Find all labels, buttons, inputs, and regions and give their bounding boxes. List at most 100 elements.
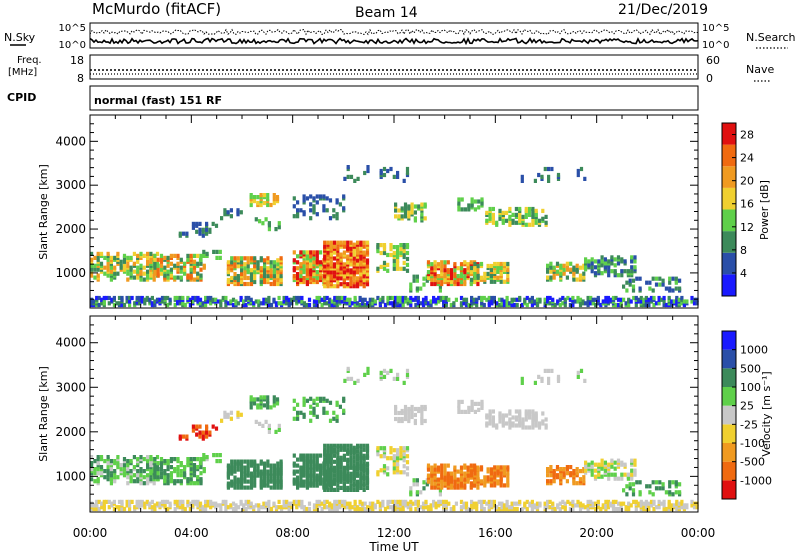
velocity-cell <box>332 447 337 452</box>
velocity-cell <box>453 465 457 470</box>
power-cell <box>153 265 157 270</box>
power-cell <box>502 267 507 272</box>
velocity-cell <box>397 416 401 422</box>
velocity-cell <box>302 471 306 476</box>
velocity-cell <box>148 501 152 506</box>
velocity-cell <box>153 469 157 474</box>
velocity-cell <box>205 424 209 429</box>
power-cell <box>246 264 250 269</box>
power-cell <box>464 297 469 302</box>
power-cell <box>342 194 346 199</box>
power-cell <box>412 274 416 279</box>
velocity-cell <box>106 455 110 460</box>
power-cell <box>400 214 404 219</box>
power-cell <box>349 252 353 257</box>
power-cell <box>635 276 639 281</box>
power-cell <box>109 277 113 282</box>
velocity-cell <box>209 499 213 504</box>
power-cell <box>90 263 94 268</box>
power-cell <box>583 176 587 181</box>
power-cell <box>433 272 437 277</box>
velocity-cell <box>272 467 277 472</box>
power-cell <box>276 262 280 267</box>
power-cell <box>599 302 603 308</box>
power-cell <box>325 301 329 306</box>
velocity-cell <box>376 470 380 475</box>
power-cell <box>246 268 250 273</box>
velocity-cell <box>586 503 590 508</box>
velocity-cell <box>173 479 177 484</box>
power-cell <box>603 265 607 270</box>
power-cell <box>523 297 527 302</box>
power-cell <box>430 281 434 287</box>
velocity-cell <box>533 380 537 385</box>
power-cell <box>499 261 503 267</box>
velocity-cell <box>489 483 493 488</box>
velocity-cell <box>296 475 300 480</box>
power-cell <box>531 206 535 212</box>
velocity-cell <box>609 501 613 506</box>
velocity-cell <box>356 378 360 383</box>
velocity-cell <box>543 368 547 373</box>
power-cell <box>450 275 454 281</box>
power-cell <box>457 207 461 212</box>
power-cell <box>315 295 319 301</box>
power-cell <box>382 260 387 265</box>
velocity-cell <box>559 475 563 480</box>
power-cell <box>229 214 233 219</box>
velocity-cell <box>186 499 190 504</box>
velocity-cell <box>176 479 180 484</box>
velocity-cell <box>142 481 146 486</box>
velocity-cell <box>109 459 113 464</box>
velocity-cell <box>443 471 447 476</box>
velocity-cell <box>176 499 180 504</box>
power-cell <box>202 249 206 254</box>
power-cell <box>493 279 497 284</box>
power-cell <box>565 261 569 266</box>
power-cell <box>470 269 474 274</box>
velocity-cell <box>139 481 143 486</box>
velocity-cell <box>325 398 329 403</box>
power-cell <box>578 297 583 302</box>
velocity-cell <box>146 455 150 460</box>
velocity-cell <box>485 421 489 426</box>
power-cell <box>333 295 337 301</box>
velocity-cell <box>670 503 674 508</box>
velocity-cell <box>409 499 413 504</box>
power-cell <box>100 297 104 302</box>
power-cell <box>530 299 534 304</box>
power-cell <box>690 299 694 304</box>
power-cell <box>613 257 617 262</box>
power-cell <box>497 302 502 308</box>
velocity-cell <box>276 477 280 482</box>
power-cell <box>433 277 437 283</box>
velocity-cell <box>246 467 250 472</box>
power-cell <box>296 266 300 271</box>
velocity-cell <box>396 468 400 473</box>
power-cell <box>456 281 460 287</box>
velocity-cell <box>587 462 591 467</box>
velocity-cell <box>606 503 610 508</box>
power-cell <box>296 272 300 277</box>
power-cell <box>365 264 370 269</box>
velocity-cell <box>362 473 366 478</box>
velocity-cell <box>626 472 630 477</box>
velocity-cell <box>296 463 300 468</box>
velocity-cell <box>365 485 370 490</box>
velocity-cell <box>332 473 337 478</box>
y-tick-label: 3000 <box>55 178 86 192</box>
velocity-cell <box>513 501 517 506</box>
velocity-cell <box>99 465 104 470</box>
velocity-cell <box>443 481 447 486</box>
power-cell <box>312 256 316 261</box>
power-cell <box>690 295 694 301</box>
velocity-cell <box>389 450 393 455</box>
velocity-cell <box>279 459 283 464</box>
power-cell <box>389 252 393 258</box>
velocity-cell <box>362 481 366 486</box>
velocity-cell <box>132 473 136 478</box>
power-cell <box>211 221 215 226</box>
velocity-cell <box>201 436 205 441</box>
velocity-cell <box>155 455 160 460</box>
